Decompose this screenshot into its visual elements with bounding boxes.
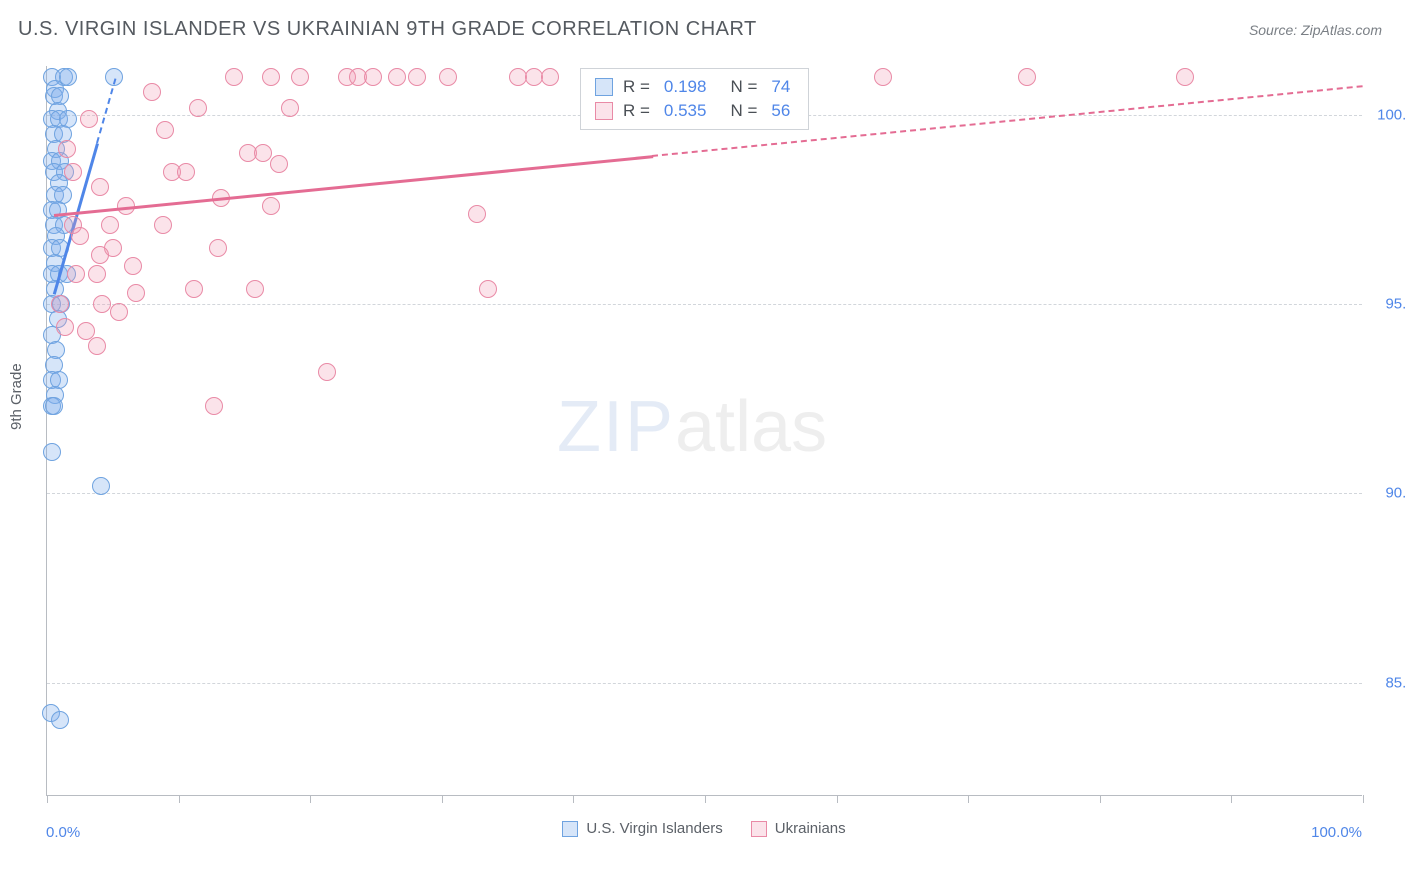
n-value: 56	[771, 101, 790, 121]
data-point	[91, 246, 109, 264]
y-tick-label: 90.0%	[1368, 485, 1406, 502]
x-tick	[968, 795, 969, 803]
data-point	[156, 121, 174, 139]
trend-line	[96, 78, 116, 143]
x-tick	[47, 795, 48, 803]
data-point	[364, 68, 382, 86]
x-tick	[705, 795, 706, 803]
data-point	[64, 163, 82, 181]
data-point	[479, 280, 497, 298]
data-point	[1018, 68, 1036, 86]
r-value: 0.198	[664, 77, 707, 97]
data-point	[262, 197, 280, 215]
data-point	[67, 265, 85, 283]
data-point	[468, 205, 486, 223]
data-point	[225, 68, 243, 86]
data-point	[88, 337, 106, 355]
data-point	[1176, 68, 1194, 86]
data-point	[262, 68, 280, 86]
source-attribution: Source: ZipAtlas.com	[1249, 22, 1382, 38]
data-point	[185, 280, 203, 298]
data-point	[281, 99, 299, 117]
chart-header: U.S. VIRGIN ISLANDER VS UKRAINIAN 9TH GR…	[0, 0, 1406, 51]
legend-label: U.S. Virgin Islanders	[586, 820, 722, 837]
trend-line	[53, 155, 652, 216]
data-point	[93, 295, 111, 313]
data-point	[541, 68, 559, 86]
data-point	[318, 363, 336, 381]
n-label: N =	[730, 101, 757, 121]
data-point	[124, 257, 142, 275]
data-point	[43, 443, 61, 461]
chart-title: U.S. VIRGIN ISLANDER VS UKRAINIAN 9TH GR…	[18, 18, 757, 41]
data-point	[88, 265, 106, 283]
data-point	[58, 140, 76, 158]
data-point	[127, 284, 145, 302]
data-point	[388, 68, 406, 86]
legend-swatch	[595, 78, 613, 96]
legend-swatch	[751, 821, 767, 837]
x-tick	[310, 795, 311, 803]
legend-label: Ukrainians	[775, 820, 846, 837]
legend-correlation: R = 0.198 N = 74 R = 0.535 N = 56	[580, 68, 809, 130]
legend-row: R = 0.535 N = 56	[595, 99, 794, 123]
data-point	[209, 239, 227, 257]
data-point	[91, 178, 109, 196]
data-point	[246, 280, 264, 298]
legend-row: R = 0.198 N = 74	[595, 75, 794, 99]
n-label: N =	[730, 77, 757, 97]
data-point	[92, 477, 110, 495]
x-tick	[442, 795, 443, 803]
data-point	[71, 227, 89, 245]
legend-swatch	[562, 821, 578, 837]
data-point	[51, 295, 69, 313]
y-tick-label: 100.0%	[1368, 107, 1406, 124]
data-point	[110, 303, 128, 321]
data-point	[177, 163, 195, 181]
y-tick-label: 95.0%	[1368, 296, 1406, 313]
data-point	[143, 83, 161, 101]
x-tick	[1100, 795, 1101, 803]
x-tick	[1363, 795, 1364, 803]
gridline-h	[47, 683, 1362, 684]
data-point	[51, 711, 69, 729]
legend-item: U.S. Virgin Islanders	[562, 820, 722, 837]
legend-swatch	[595, 102, 613, 120]
x-tick	[573, 795, 574, 803]
y-tick-label: 85.0%	[1368, 674, 1406, 691]
gridline-h	[47, 304, 1362, 305]
legend-bottom: U.S. Virgin Islanders Ukrainians	[46, 820, 1362, 837]
x-tick	[179, 795, 180, 803]
watermark: ZIPatlas	[557, 386, 827, 468]
r-label: R =	[623, 101, 650, 121]
n-value: 74	[771, 77, 790, 97]
data-point	[154, 216, 172, 234]
x-tick	[837, 795, 838, 803]
x-tick	[1231, 795, 1232, 803]
scatter-chart: ZIPatlas 85.0%90.0%95.0%100.0%R =0.198N …	[46, 66, 1362, 796]
r-label: R =	[623, 77, 650, 97]
data-point	[291, 68, 309, 86]
data-point	[874, 68, 892, 86]
data-point	[101, 216, 119, 234]
data-point	[408, 68, 426, 86]
data-point	[270, 155, 288, 173]
data-point	[205, 397, 223, 415]
data-point	[45, 397, 63, 415]
r-value: 0.535	[664, 101, 707, 121]
data-point	[439, 68, 457, 86]
legend-item: Ukrainians	[751, 820, 846, 837]
data-point	[254, 144, 272, 162]
data-point	[80, 110, 98, 128]
data-point	[56, 318, 74, 336]
data-point	[189, 99, 207, 117]
gridline-h	[47, 493, 1362, 494]
y-axis-title: 9th Grade	[8, 363, 25, 430]
